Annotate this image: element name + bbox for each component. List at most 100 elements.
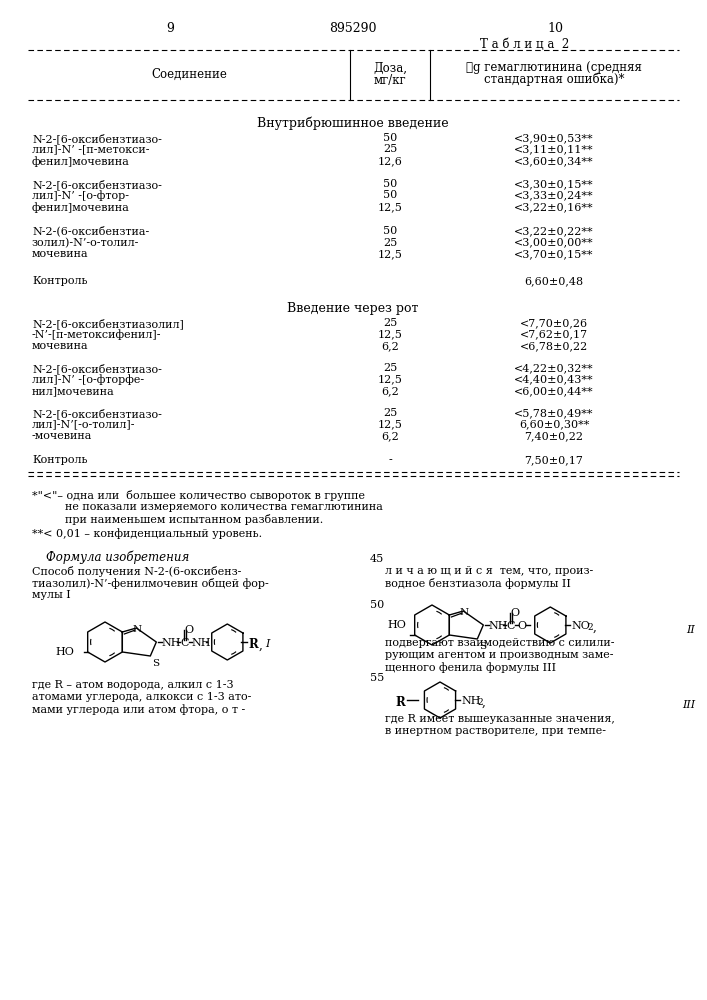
Text: N: N [132,625,141,634]
Text: <4,40±0,43**: <4,40±0,43** [514,374,594,384]
Text: 25: 25 [383,237,397,247]
Text: NH: NH [489,621,508,631]
Text: нил]мочевина: нил]мочевина [32,386,115,396]
Text: 50: 50 [383,179,397,189]
Text: 12,5: 12,5 [378,374,402,384]
Text: <6,00±0,44**: <6,00±0,44** [514,386,594,396]
Text: <7,70±0,26: <7,70±0,26 [520,318,588,328]
Text: HO: HO [56,647,74,657]
Text: 12,5: 12,5 [378,249,402,259]
Text: N-2-[6-оксибензтиазо-: N-2-[6-оксибензтиазо- [32,408,162,419]
Text: рующим агентом и производным заме-: рующим агентом и производным заме- [385,650,614,660]
Text: <3,22±0,22**: <3,22±0,22** [514,226,594,236]
Text: 6,2: 6,2 [381,386,399,396]
Text: N-2-[6-оксибензтиазо-: N-2-[6-оксибензтиазо- [32,133,162,144]
Text: N-2-[6-оксибензтиазо-: N-2-[6-оксибензтиазо- [32,179,162,190]
Text: N-2-(6-оксибензтиа-: N-2-(6-оксибензтиа- [32,226,149,237]
Text: <7,62±0,17: <7,62±0,17 [520,330,588,340]
Text: <6,78±0,22: <6,78±0,22 [520,341,588,351]
Text: <3,90±0,53**: <3,90±0,53** [514,133,594,143]
Text: NH: NH [192,638,211,648]
Text: O: O [185,625,194,635]
Text: N-2-[6-оксибензтиазолил]: N-2-[6-оксибензтиазолил] [32,318,184,329]
Text: ,: , [482,696,486,709]
Text: I: I [265,639,269,649]
Text: лил]-N’ -[о-фторфе-: лил]-N’ -[о-фторфе- [32,374,144,385]
Text: Доза,: Доза, [373,62,407,75]
Text: Внутрибрюшинное введение: Внутрибрюшинное введение [257,116,449,129]
Text: 55: 55 [370,673,384,683]
Text: 25: 25 [383,144,397,154]
Text: мами углерода или атом фтора, о т -: мами углерода или атом фтора, о т - [32,704,245,715]
Text: <3,30±0,15**: <3,30±0,15** [514,179,594,189]
Text: 50: 50 [383,133,397,143]
Text: мулы I: мулы I [32,590,71,600]
Text: 25: 25 [383,363,397,373]
Text: <3,70±0,15**: <3,70±0,15** [514,249,594,259]
Text: 12,5: 12,5 [378,420,402,430]
Text: <3,00±0,00**: <3,00±0,00** [514,237,594,247]
Text: S: S [479,642,486,651]
Text: 50: 50 [370,600,384,610]
Text: III: III [682,700,695,710]
Text: <3,60±0,34**: <3,60±0,34** [514,156,594,166]
Text: HO: HO [387,620,406,630]
Text: -: - [388,455,392,465]
Text: Т а б л и ц а  2: Т а б л и ц а 2 [480,38,569,51]
Text: где R имеет вышеуказанные значения,: где R имеет вышеуказанные значения, [385,714,615,724]
Text: 25: 25 [383,318,397,328]
Text: -N’-[п-метоксифенил]-: -N’-[п-метоксифенил]- [32,330,161,340]
Text: 6,60±0,30**: 6,60±0,30** [519,420,589,430]
Text: 7,40±0,22: 7,40±0,22 [525,431,583,441]
Text: золил)-N’-о-толил-: золил)-N’-о-толил- [32,237,139,248]
Text: при наименьшем испытанном разбавлении.: при наименьшем испытанном разбавлении. [65,514,323,525]
Text: Соединение: Соединение [151,68,227,81]
Text: O: O [518,621,527,631]
Text: 50: 50 [383,226,397,236]
Text: 12,5: 12,5 [378,330,402,340]
Text: C: C [506,621,515,631]
Text: R: R [248,638,258,651]
Text: Контроль: Контроль [32,455,88,465]
Text: 12,5: 12,5 [378,202,402,212]
Text: 12,6: 12,6 [378,156,402,166]
Text: мочевина: мочевина [32,341,88,351]
Text: не показали измеряемого количества гемаглютинина: не показали измеряемого количества гемаг… [65,502,383,512]
Text: **< 0,01 – конфиденциальный уровень.: **< 0,01 – конфиденциальный уровень. [32,528,262,539]
Text: -мочевина: -мочевина [32,431,93,441]
Text: где R – атом водорода, алкил с 1-3: где R – атом водорода, алкил с 1-3 [32,680,233,690]
Text: ℓg гемаглютинина (средняя: ℓg гемаглютинина (средняя [466,61,642,74]
Text: 25: 25 [383,408,397,418]
Text: фенил]мочевина: фенил]мочевина [32,156,130,167]
Text: 9: 9 [166,22,174,35]
Text: 6,2: 6,2 [381,431,399,441]
Text: 50: 50 [383,190,397,200]
Text: Формула изобретения: Формула изобретения [47,550,189,564]
Text: подвергают взаимодействию с силили-: подвергают взаимодействию с силили- [385,638,614,648]
Text: тиазолил)-N’-фенилмочевин общей фор-: тиазолил)-N’-фенилмочевин общей фор- [32,578,269,589]
Text: 895290: 895290 [329,22,377,35]
Text: <3,22±0,16**: <3,22±0,16** [514,202,594,212]
Text: N-2-[6-оксибензтиазо-: N-2-[6-оксибензтиазо- [32,363,162,374]
Text: 6,2: 6,2 [381,341,399,351]
Text: <3,33±0,24**: <3,33±0,24** [514,190,594,200]
Text: <5,78±0,49**: <5,78±0,49** [514,408,594,418]
Text: S: S [152,659,160,668]
Text: водное бензтиазола формулы II: водное бензтиазола формулы II [385,578,571,589]
Text: 2: 2 [477,698,483,707]
Text: в инертном растворителе, при темпе-: в инертном растворителе, при темпе- [385,726,606,736]
Text: *"<"– одна или  большее количество сывороток в группе: *"<"– одна или большее количество сыворо… [32,490,365,501]
Text: N: N [460,608,469,617]
Text: 6,60±0,48: 6,60±0,48 [525,276,583,286]
Text: щенного фенила формулы III: щенного фенила формулы III [385,662,556,673]
Text: стандартная ошибка)*: стандартная ошибка)* [484,73,624,87]
Text: мочевина: мочевина [32,249,88,259]
Text: ,: , [592,621,596,634]
Text: R: R [395,696,404,709]
Text: NH: NH [461,696,481,706]
Text: лил]-N’ -[п-метокси-: лил]-N’ -[п-метокси- [32,144,149,154]
Text: атомами углерода, алкокси с 1-3 ато-: атомами углерода, алкокси с 1-3 ато- [32,692,252,702]
Text: 10: 10 [547,22,563,35]
Text: мг/кг: мг/кг [374,74,407,87]
Text: л и ч а ю щ и й с я  тем, что, произ-: л и ч а ю щ и й с я тем, что, произ- [385,566,593,576]
